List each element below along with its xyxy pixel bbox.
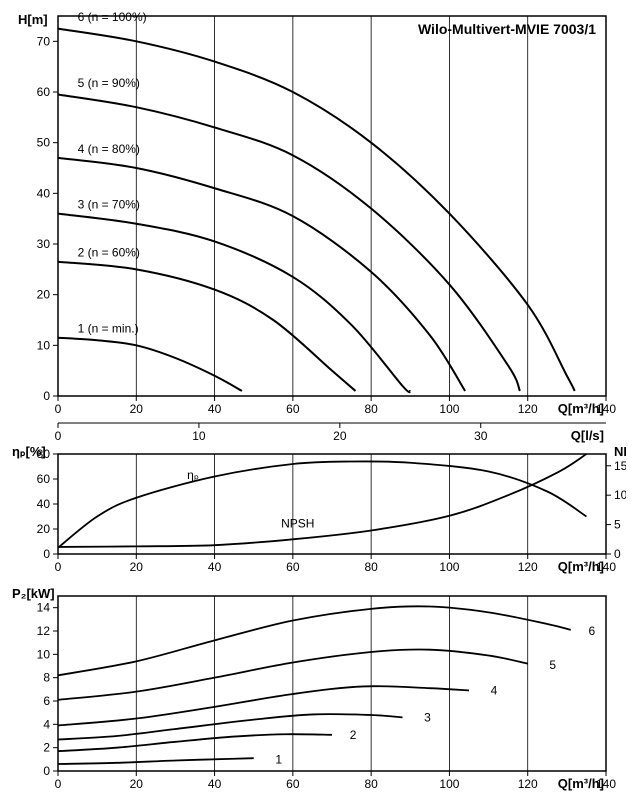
svg-text:3: 3 xyxy=(424,710,431,724)
svg-text:50: 50 xyxy=(37,136,51,150)
svg-text:1: 1 xyxy=(275,752,282,766)
svg-text:0: 0 xyxy=(55,777,62,791)
svg-text:10: 10 xyxy=(37,338,51,352)
svg-text:5: 5 xyxy=(549,658,556,672)
svg-text:70: 70 xyxy=(37,34,51,48)
svg-text:5: 5 xyxy=(614,518,621,532)
svg-text:60: 60 xyxy=(286,777,300,791)
svg-text:60: 60 xyxy=(37,472,51,486)
svg-text:10: 10 xyxy=(37,647,51,661)
svg-text:60: 60 xyxy=(37,85,51,99)
svg-text:100: 100 xyxy=(439,560,459,574)
svg-text:0: 0 xyxy=(614,547,621,561)
svg-text:8: 8 xyxy=(43,671,50,685)
svg-text:Q[m³/h]: Q[m³/h] xyxy=(558,559,604,574)
svg-text:100: 100 xyxy=(439,402,459,416)
svg-text:0: 0 xyxy=(43,764,50,778)
svg-text:10: 10 xyxy=(614,488,626,502)
svg-text:Q[m³/h]: Q[m³/h] xyxy=(558,401,604,416)
svg-text:NPSH: NPSH xyxy=(281,517,314,531)
svg-text:5 (n = 90%): 5 (n = 90%) xyxy=(78,76,140,90)
svg-text:2 (n = 60%): 2 (n = 60%) xyxy=(78,246,140,260)
svg-text:80: 80 xyxy=(364,402,378,416)
svg-text:2: 2 xyxy=(43,741,50,755)
svg-text:ηₚ[%]: ηₚ[%] xyxy=(12,444,46,459)
svg-text:Wilo-Multivert-MVIE 7003/1: Wilo-Multivert-MVIE 7003/1 xyxy=(418,21,596,37)
svg-text:12: 12 xyxy=(37,624,51,638)
svg-text:14: 14 xyxy=(37,601,51,615)
svg-text:6: 6 xyxy=(43,694,50,708)
svg-text:ηₚ: ηₚ xyxy=(187,468,199,482)
svg-text:120: 120 xyxy=(518,402,538,416)
svg-text:0: 0 xyxy=(43,547,50,561)
svg-text:20: 20 xyxy=(130,402,144,416)
svg-text:0: 0 xyxy=(55,560,62,574)
svg-text:20: 20 xyxy=(130,777,144,791)
svg-text:15: 15 xyxy=(614,459,626,473)
svg-text:40: 40 xyxy=(208,777,222,791)
svg-text:3 (n = 70%): 3 (n = 70%) xyxy=(78,198,140,212)
svg-text:1 (n = min.): 1 (n = min.) xyxy=(78,322,139,336)
svg-text:20: 20 xyxy=(130,560,144,574)
svg-text:60: 60 xyxy=(286,402,300,416)
svg-text:2: 2 xyxy=(350,728,357,742)
svg-text:30: 30 xyxy=(474,429,488,443)
svg-text:40: 40 xyxy=(208,560,222,574)
svg-text:120: 120 xyxy=(518,560,538,574)
svg-text:4 (n = 80%): 4 (n = 80%) xyxy=(78,142,140,156)
svg-text:40: 40 xyxy=(37,186,51,200)
svg-text:20: 20 xyxy=(37,522,51,536)
svg-text:0: 0 xyxy=(55,429,62,443)
svg-text:10: 10 xyxy=(192,429,206,443)
svg-text:P₂[kW]: P₂[kW] xyxy=(12,586,55,601)
svg-text:40: 40 xyxy=(37,497,51,511)
svg-text:H[m]: H[m] xyxy=(18,12,48,27)
svg-text:0: 0 xyxy=(55,402,62,416)
svg-text:80: 80 xyxy=(364,777,378,791)
svg-text:120: 120 xyxy=(518,777,538,791)
svg-text:6 (n = 100%): 6 (n = 100%) xyxy=(78,10,147,24)
svg-text:20: 20 xyxy=(37,288,51,302)
svg-text:Q[m³/h]: Q[m³/h] xyxy=(558,776,604,791)
svg-text:80: 80 xyxy=(364,560,378,574)
svg-text:40: 40 xyxy=(208,402,222,416)
svg-text:20: 20 xyxy=(333,429,347,443)
svg-text:Q[l/s]: Q[l/s] xyxy=(571,428,604,443)
svg-text:30: 30 xyxy=(37,237,51,251)
svg-text:6: 6 xyxy=(589,624,596,638)
svg-text:4: 4 xyxy=(43,717,50,731)
svg-text:60: 60 xyxy=(286,560,300,574)
svg-text:4: 4 xyxy=(491,684,498,698)
svg-text:0: 0 xyxy=(43,389,50,403)
svg-text:NPSH[m]: NPSH[m] xyxy=(614,444,626,459)
svg-text:100: 100 xyxy=(439,777,459,791)
